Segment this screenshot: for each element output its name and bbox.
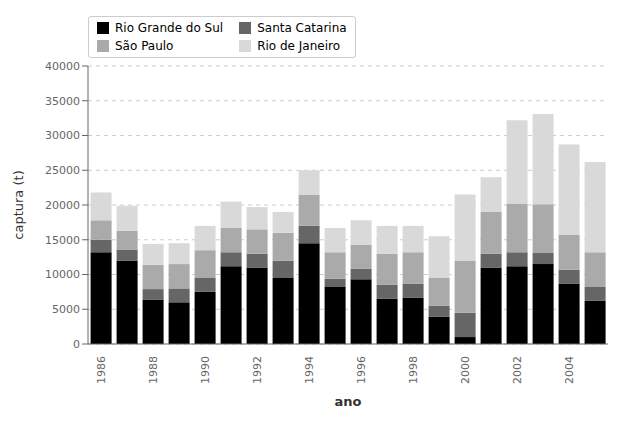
svg-text:25000: 25000 (45, 164, 80, 177)
svg-text:2004: 2004 (563, 356, 576, 384)
svg-text:captura (t): captura (t) (11, 170, 26, 239)
svg-text:2002: 2002 (511, 356, 524, 384)
svg-text:1992: 1992 (251, 356, 264, 384)
svg-text:1988: 1988 (147, 356, 160, 384)
svg-text:20000: 20000 (45, 199, 80, 212)
svg-text:35000: 35000 (45, 95, 80, 108)
html-text:Rio de Janeiro: Rio de Janeiro (257, 39, 340, 53)
svg-text:ano: ano (335, 394, 362, 409)
svg-text:1994: 1994 (303, 356, 316, 384)
svg-text:5000: 5000 (52, 303, 80, 316)
svg-text:30000: 30000 (45, 129, 80, 142)
html-text:Rio Grande do Sul: Rio Grande do Sul (115, 21, 224, 35)
html-text:São Paulo: São Paulo (115, 39, 174, 53)
svg-text:1998: 1998 (407, 356, 420, 384)
svg-text:0: 0 (73, 338, 80, 351)
html-text:Santa Catarina: Santa Catarina (257, 21, 347, 35)
svg-text:40000: 40000 (45, 60, 80, 73)
svg-text:1986: 1986 (95, 356, 108, 384)
svg-text:15000: 15000 (45, 234, 80, 247)
svg-text:10000: 10000 (45, 268, 80, 281)
svg-text:2000: 2000 (459, 356, 472, 384)
svg-text:1996: 1996 (355, 356, 368, 384)
svg-text:1990: 1990 (199, 356, 212, 384)
